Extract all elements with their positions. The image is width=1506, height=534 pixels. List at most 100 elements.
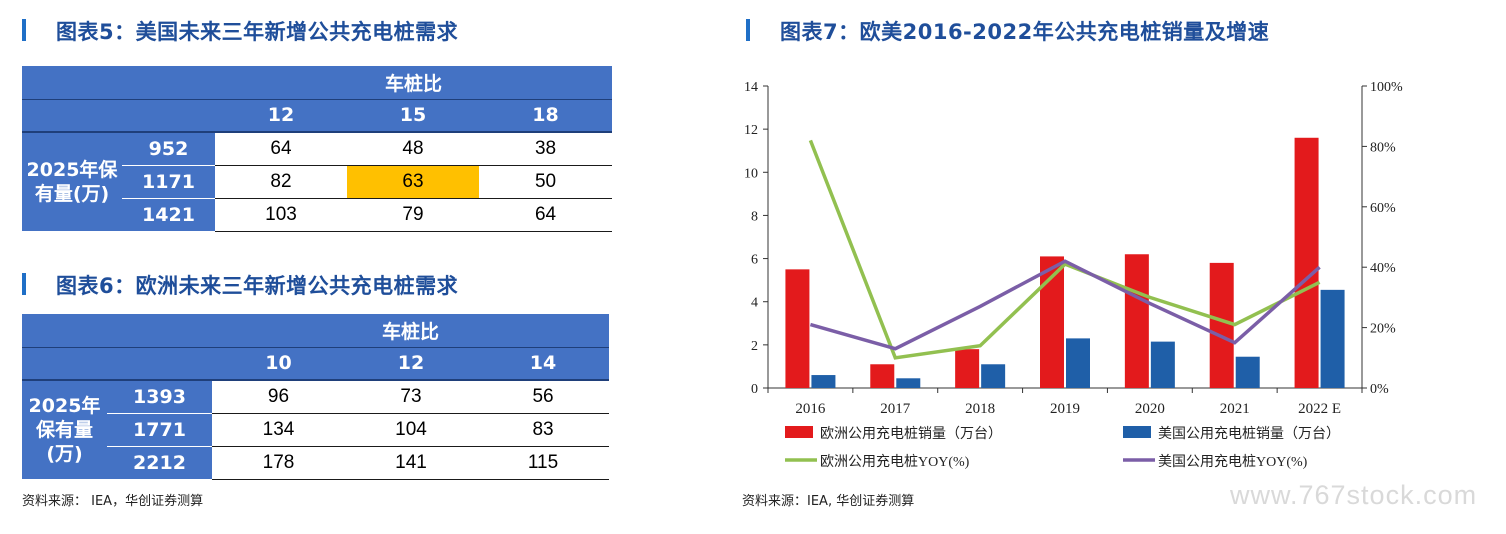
table-row: 1421 103 79 64	[22, 198, 613, 232]
right-axis-tick-label: 20%	[1370, 322, 1396, 337]
bar-us	[981, 364, 1006, 388]
table5-corner	[22, 66, 215, 99]
left-axis-tick-label: 0	[751, 382, 758, 397]
right-axis-tick-label: 100%	[1370, 80, 1403, 95]
table5-title-marker	[22, 19, 26, 41]
table5-cell: 103	[215, 198, 347, 232]
table5-columns-row: 12 15 18	[22, 98, 613, 133]
table-row: 2025年 保有量 (万) 1393 96 73 56	[22, 380, 610, 479]
legend-swatch	[1123, 426, 1151, 438]
table-row: 1771 134 104 83	[22, 413, 610, 447]
table6-side-label: 2025年 保有量 (万)	[22, 380, 107, 479]
table6-cell: 134	[212, 413, 345, 447]
table-row: 2025年保 有量(万) 952 64 48 38	[22, 132, 613, 231]
right-axis-tick-label: 40%	[1370, 261, 1396, 276]
table6-columns-row: 10 12 14	[22, 346, 610, 381]
table6-side-label-line: (万)	[46, 443, 83, 465]
table5-cell-highlighted: 63	[347, 165, 479, 199]
series-line-us-yoy	[809, 259, 1321, 351]
chart7-title-marker	[746, 19, 750, 41]
table-row: 1171 82 63 50	[22, 165, 613, 199]
table6-cell: 104	[345, 413, 477, 447]
x-axis-tick-label: 2020	[1135, 401, 1165, 417]
bar-us	[896, 378, 921, 388]
table5-cell: 64	[479, 198, 613, 232]
table6-cell: 115	[477, 446, 610, 480]
bar-europe	[1294, 137, 1319, 388]
table5-side-label-line: 2025年保	[26, 159, 118, 181]
table5-cell: 50	[479, 165, 613, 199]
table5-header-row: 车桩比	[22, 66, 613, 99]
table5-cell: 64	[215, 132, 347, 166]
bar-europe	[870, 364, 895, 388]
x-axis-tick-label: 2017	[880, 401, 911, 417]
table5-col-header: 15	[347, 98, 479, 133]
bar-us	[811, 375, 836, 388]
table5-header: 车桩比	[215, 66, 613, 99]
table6-header: 车桩比	[212, 314, 610, 347]
table6-row-label: 2212	[107, 446, 212, 479]
chart7: 0 2 4 6 8 10 12 14 0% 20% 40% 60% 80% 100% 2016 2017 201…	[744, 80, 1403, 470]
table6-title: 图表6：欧洲未来三年新增公共充电桩需求	[56, 274, 459, 298]
watermark: www.767stock.com	[1230, 480, 1478, 510]
x-axis-tick-label: 2021	[1220, 401, 1250, 417]
bar-us	[1320, 289, 1345, 388]
table6-cell: 141	[345, 446, 477, 480]
table6-header-row: 车桩比	[22, 314, 610, 347]
table5-cell: 38	[479, 132, 613, 166]
table6-corner-2	[22, 346, 212, 381]
source-note-right: 资料来源：IEA, 华创证券测算	[742, 494, 915, 509]
table5-title: 图表5：美国未来三年新增公共充电桩需求	[56, 20, 459, 44]
table6-col-header: 12	[345, 346, 477, 381]
table6-corner	[22, 314, 212, 347]
legend-swatch	[785, 426, 813, 438]
left-axis-tick-label: 2	[751, 339, 758, 354]
table6-row-label: 1393	[107, 380, 212, 414]
bar-europe	[1124, 254, 1149, 388]
table6-cell: 83	[477, 413, 610, 447]
right-axis-tick-label: 60%	[1370, 201, 1396, 216]
table6-title-marker	[22, 273, 26, 295]
x-axis-tick-label: 2018	[965, 401, 995, 417]
table6-cell: 96	[212, 380, 345, 414]
table6-row-label: 1771	[107, 413, 212, 447]
legend-label: 美国公用充电桩销量（万台）	[1158, 425, 1340, 442]
left-axis-tick-label: 6	[751, 253, 758, 268]
table5-side-label-line: 有量(万)	[34, 183, 110, 205]
chart7-title: 图表7：欧美2016-2022年公共充电桩销量及增速	[780, 20, 1270, 44]
right-axis-tick-label: 0%	[1370, 382, 1389, 397]
x-axis-tick-label: 2022 E	[1298, 401, 1341, 417]
table5-cell: 82	[215, 165, 347, 199]
right-axis-tick-label: 80%	[1370, 140, 1396, 155]
table6-cell: 178	[212, 446, 345, 480]
table5-row-label: 1421	[122, 198, 215, 231]
table6-side-label-line: 保有量	[35, 419, 93, 441]
x-axis-tick-label: 2019	[1050, 401, 1080, 417]
bar-us	[1235, 356, 1260, 388]
legend-label: 欧洲公用充电桩销量（万台）	[820, 425, 1002, 442]
table5-cell: 79	[347, 198, 479, 232]
table5: 车桩比 12 15 18 2025年保 有量(万) 952 64 48 38 1…	[22, 66, 613, 232]
bar-us	[1066, 338, 1090, 388]
series-line-europe-yoy	[808, 139, 1321, 360]
source-note-left: 资料来源： IEA，华创证券测算	[22, 494, 204, 509]
table6-cell: 73	[345, 380, 477, 414]
x-axis-tick-label: 2016	[795, 401, 826, 417]
table5-row-label: 1171	[122, 165, 215, 199]
left-axis-tick-label: 14	[744, 80, 758, 95]
table5-side-label: 2025年保 有量(万)	[22, 132, 122, 231]
table6-col-header: 10	[212, 346, 345, 381]
left-axis-tick-label: 4	[751, 296, 758, 311]
table6-cell: 56	[477, 380, 610, 414]
table-row: 2212 178 141 115	[22, 446, 610, 480]
bar-europe	[955, 349, 980, 388]
legend-label: 美国公用充电桩YOY(%)	[1158, 453, 1308, 470]
left-axis-tick-label: 12	[744, 123, 758, 138]
left-axis-tick-label: 8	[751, 209, 758, 224]
bar-europe	[785, 269, 810, 388]
table5-col-header: 18	[479, 98, 613, 133]
table5-corner-2	[22, 98, 215, 133]
table5-row-label: 952	[122, 132, 215, 166]
table5-cell: 48	[347, 132, 479, 166]
table6: 车桩比 10 12 14 2025年 保有量 (万) 1393 96 73 56…	[22, 314, 610, 480]
